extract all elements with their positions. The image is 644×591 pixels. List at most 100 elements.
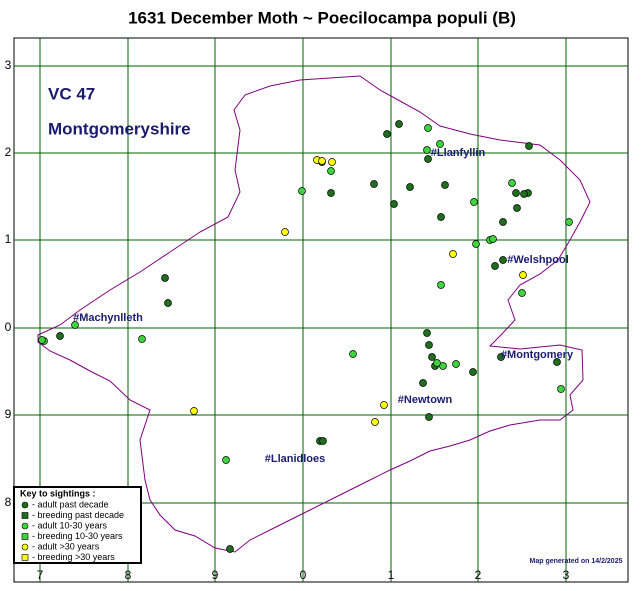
sighting-dot — [161, 274, 169, 282]
sighting-dot — [424, 155, 432, 163]
y-label: 1 — [5, 232, 12, 246]
legend-title: Key to sightings : — [20, 488, 96, 498]
legend-box — [13, 486, 142, 564]
sighting-dot — [390, 200, 398, 208]
sighting-dot — [565, 218, 573, 226]
sighting-dot — [508, 179, 516, 187]
sighting-dot — [380, 401, 388, 409]
sighting-dot — [436, 140, 444, 148]
sighting-dot — [433, 359, 441, 367]
sighting-dot — [499, 218, 507, 226]
sighting-dot — [513, 204, 521, 212]
legend-item: - adult past decade — [32, 499, 109, 509]
sighting-dot — [328, 158, 336, 166]
sighting-dot — [553, 358, 561, 366]
sighting-dot — [470, 198, 478, 206]
sighting-dot — [491, 262, 499, 270]
sighting-dot — [395, 120, 403, 128]
x-label: 1 — [388, 568, 395, 582]
sighting-dot — [349, 350, 357, 358]
sighting-dot — [222, 456, 230, 464]
sighting-dot — [425, 341, 433, 349]
place-label: #Llanidloes — [265, 453, 326, 465]
county-label: Montgomeryshire — [48, 119, 191, 138]
x-label: 8 — [125, 568, 132, 582]
sighting-dot — [56, 332, 64, 340]
sighting-dot — [437, 213, 445, 221]
sighting-dot — [424, 124, 432, 132]
sighting-dot — [383, 130, 391, 138]
x-label: 3 — [563, 568, 570, 582]
footer: Map generated on 14/2/2025 — [530, 558, 623, 565]
legend-item: - adult 10-30 years — [32, 520, 108, 530]
sighting-dot — [327, 167, 335, 175]
sighting-dot — [497, 353, 505, 361]
legend-symbol — [21, 543, 29, 551]
legend-item: - breeding 10-30 years — [32, 531, 123, 541]
sighting-dot — [520, 190, 528, 198]
place-label: #Llanfyllin — [431, 147, 486, 159]
legend-item: - adult >30 years — [32, 541, 100, 551]
sighting-dot — [489, 235, 497, 243]
sighting-dot — [439, 362, 447, 370]
places: #Llanfyllin #Welshpool #Machynlleth #Montgo… — [73, 147, 574, 465]
sighting-dot — [319, 437, 327, 445]
y-label: 8 — [5, 495, 12, 509]
vc-label: VC 47 — [48, 84, 95, 103]
sighting-dot — [437, 281, 445, 289]
sighting-dot — [449, 250, 457, 258]
sighting-dot — [406, 183, 414, 191]
sighting-dot — [425, 413, 433, 421]
place-label: #Welshpool — [507, 254, 569, 266]
y-label: 2 — [5, 145, 12, 159]
sighting-dot — [164, 299, 172, 307]
sightings — [38, 120, 573, 553]
sighting-dot — [499, 256, 507, 264]
sighting-dot — [138, 335, 146, 343]
x-label: 2 — [475, 568, 482, 582]
sighting-dot — [519, 271, 527, 279]
sighting-dot — [190, 407, 198, 415]
legend-symbol — [21, 501, 29, 509]
y-label: 0 — [5, 320, 12, 334]
title: 1631 December Moth ~ Poecilocampa populi… — [128, 8, 516, 27]
legend: Key to sightings :- adult past decade- b… — [20, 488, 124, 562]
legend-symbol — [21, 522, 29, 530]
county-boundary — [37, 75, 591, 553]
y-label: 9 — [5, 407, 12, 421]
x-label: 9 — [212, 568, 219, 582]
sighting-dot — [472, 240, 480, 248]
sighting-dot — [38, 336, 46, 344]
sighting-dot — [423, 329, 431, 337]
sighting-dot — [327, 189, 335, 197]
legend-item: - breeding >30 years — [32, 552, 115, 562]
sighting-dot — [452, 360, 460, 368]
sighting-dot — [298, 187, 306, 195]
place-label: #Newtown — [398, 394, 453, 406]
y-label: 3 — [5, 58, 12, 72]
x-label: 7 — [37, 568, 44, 582]
sighting-dot — [370, 180, 378, 188]
legend-item: - breeding past decade — [32, 510, 124, 520]
sighting-dot — [525, 142, 533, 150]
place-label: #Montgomery — [501, 349, 574, 361]
legend-symbol — [21, 554, 29, 561]
sighting-dot — [281, 228, 289, 236]
sighting-dot — [71, 321, 79, 329]
sighting-dot — [441, 181, 449, 189]
sighting-dot — [371, 418, 379, 426]
legend-symbol — [21, 512, 29, 519]
sighting-dot — [226, 545, 234, 553]
place-label: #Machynlleth — [73, 312, 143, 324]
sighting-dot — [423, 146, 431, 154]
x-label: 0 — [300, 568, 307, 582]
sighting-dot — [469, 368, 477, 376]
sighting-dot — [512, 189, 520, 197]
sighting-dot — [518, 289, 526, 297]
sighting-dot — [428, 353, 436, 361]
sighting-dot — [318, 157, 326, 165]
sighting-dot — [557, 385, 565, 393]
sighting-dot — [419, 379, 427, 387]
legend-symbol — [21, 533, 29, 540]
